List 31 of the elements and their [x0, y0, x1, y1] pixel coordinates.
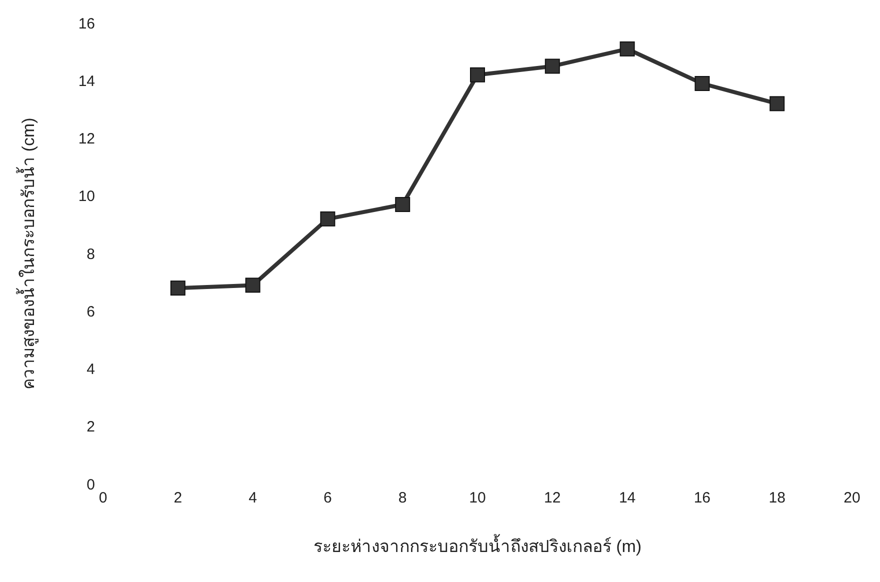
- y-tick-label: 0: [86, 476, 95, 494]
- y-tick-label: 2: [86, 418, 95, 436]
- point: [620, 41, 635, 56]
- y-tick-label: 8: [86, 246, 95, 263]
- x-tick-label: 8: [398, 490, 407, 507]
- x-tick-label: 2: [174, 490, 182, 507]
- point: [320, 211, 336, 226]
- x-tick-label: 12: [544, 490, 561, 507]
- point: [395, 197, 410, 212]
- y-tick-label: 4: [86, 361, 95, 378]
- x-tick-label: 18: [768, 490, 786, 507]
- y-tick-label: 12: [78, 130, 95, 148]
- point: [770, 96, 785, 112]
- x-tick-label: 14: [618, 490, 636, 507]
- point: [470, 67, 485, 82]
- x-tick-label: 20: [844, 490, 860, 507]
- x-tick-label: 4: [248, 490, 257, 507]
- y-tick-label: 6: [86, 303, 95, 320]
- point: [245, 278, 260, 293]
- x-tick-label: 10: [469, 490, 486, 507]
- point: [170, 280, 186, 296]
- point: [544, 58, 560, 74]
- x-tick-label: 0: [98, 490, 108, 507]
- y-tick-label: 10: [78, 188, 95, 206]
- y-tick-label: 14: [78, 72, 95, 90]
- x-axis-title: ระยะห่างจากกระบอกรับน้ำถึงสปริงเกลอร์ (m): [313, 534, 642, 556]
- y-tick-label: 16: [78, 15, 95, 32]
- x-tick-label: 16: [694, 490, 711, 507]
- x-tick-label: 6: [324, 490, 332, 507]
- y-axis-title: ความสูงของน้ำในกระบอกรับน้ำ (cm): [16, 118, 40, 390]
- point: [694, 76, 710, 92]
